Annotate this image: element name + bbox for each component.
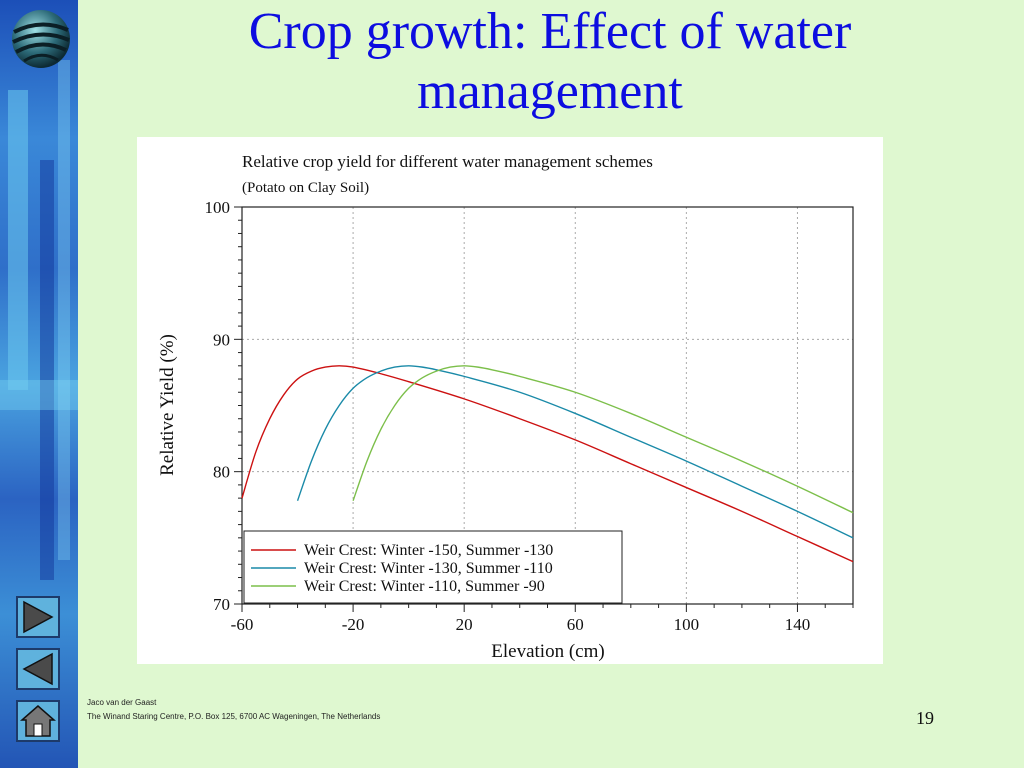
legend-label-2: Weir Crest: Winter -130, Summer -110	[304, 560, 553, 577]
x-tick-label: -60	[231, 615, 254, 634]
x-tick-label: 60	[567, 615, 584, 634]
series-line-1	[241, 365, 854, 563]
sidebar-stripe	[58, 60, 70, 560]
x-tick-label: -20	[342, 615, 365, 634]
sidebar-stripe	[0, 380, 78, 410]
footer-address: The Winand Staring Centre, P.O. Box 125,…	[87, 712, 381, 721]
decorative-sidebar	[0, 0, 78, 768]
y-tick-label: 90	[213, 330, 230, 349]
y-tick-label: 100	[205, 198, 231, 217]
chart-title: Relative crop yield for different water …	[242, 152, 653, 171]
x-tick-label: 100	[674, 615, 700, 634]
series-line-2	[296, 365, 854, 539]
page-number: 19	[916, 708, 934, 728]
x-axis-label: Elevation (cm)	[491, 641, 604, 662]
series-lines	[241, 365, 854, 563]
triangle-right-icon	[23, 600, 54, 634]
chart-subtitle: (Potato on Clay Soil)	[242, 180, 369, 196]
slide-title: Crop growth: Effect of water management	[248, 3, 852, 120]
footer-author: Jaco van der Gaast	[87, 698, 157, 707]
legend-label-3: Weir Crest: Winter -110, Summer -90	[304, 578, 545, 595]
chart-panel: Relative crop yield for different water …	[137, 137, 883, 664]
globe-logo-icon	[12, 10, 70, 68]
sidebar-stripe	[8, 90, 28, 390]
yield-chart: Relative crop yield for different water …	[157, 152, 854, 662]
legend-box	[243, 530, 623, 604]
sidebar-stripe	[40, 160, 54, 580]
legend: Weir Crest: Winter -150, Summer -130Weir…	[243, 530, 623, 604]
legend-label-1: Weir Crest: Winter -150, Summer -130	[304, 542, 553, 559]
triangle-left-icon	[22, 652, 53, 686]
y-tick-label: 80	[213, 463, 230, 482]
previous-slide-button[interactable]	[16, 648, 60, 690]
x-tick-label: 140	[785, 615, 811, 634]
y-axis-label: Relative Yield (%)	[157, 334, 178, 476]
home-button[interactable]	[16, 700, 60, 742]
series-line-3	[352, 365, 854, 514]
axes: 70 80 90 100 -60 -20 20 60 100 140	[205, 198, 854, 634]
next-slide-button[interactable]	[16, 596, 60, 638]
house-icon	[20, 705, 56, 737]
y-tick-label: 70	[213, 595, 230, 614]
x-tick-label: 20	[456, 615, 473, 634]
